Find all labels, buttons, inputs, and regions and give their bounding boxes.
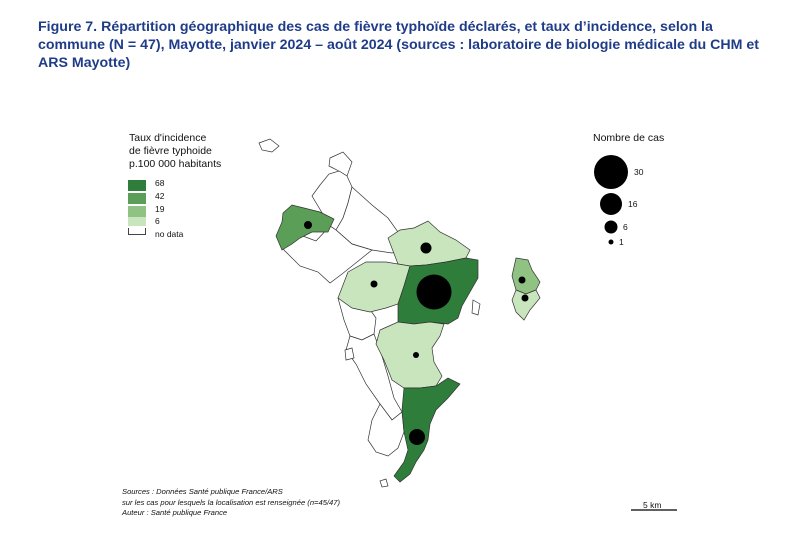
sources-line-3: Auteur : Santé publique France [122,508,228,517]
case-circles [304,221,529,445]
sources-line-2: sur les cas pour lesquels la localisatio… [122,497,341,507]
commune-south [393,377,461,483]
case-circle [420,242,432,254]
legend-label-68: 68 [155,178,165,188]
petite-terre-north [511,257,541,295]
legend-label-6: 6 [155,216,160,226]
size-legend-circle-16 [600,193,622,215]
legend-title-line-1: Taux d'incidence [129,132,207,144]
size-legend-circles [594,155,628,245]
sources-line-1: Sources : Données Santé publique France/… [122,487,283,496]
size-legend-circle-1 [608,239,614,245]
petite-terre-south [511,289,541,321]
scale-label: 5 km [643,500,662,510]
case-circle [518,276,526,284]
legend-swatch-19 [128,206,146,217]
legend-swatch-6 [128,217,146,226]
size-legend-label-16: 16 [628,199,638,209]
case-circle [413,352,419,358]
sources-note: Sources : Données Santé publique France/… [122,487,340,519]
size-legend-label-30: 30 [634,167,644,177]
legend-label-42: 42 [155,191,165,201]
size-legend-title: Nombre de cas [593,132,665,144]
legend-label-19: 19 [155,204,165,214]
figure-title: Figure 7. Répartition géographique des c… [38,19,760,71]
case-circle [370,280,378,288]
commune-east-islet [471,299,481,316]
case-circle [304,221,312,229]
commune-southwest [367,403,405,457]
legend-title-line-2: de fièvre typhoide [129,145,212,157]
legend-label-no-data: no data [155,229,184,239]
commune-north-tip [258,138,280,153]
case-circle [409,429,425,445]
commune-center-south [375,321,445,389]
case-circle [521,294,529,302]
size-legend-label-1: 1 [619,237,624,247]
legend-swatch-42 [128,193,146,204]
size-legend-circle-30 [594,155,628,189]
commune-northwest [277,225,373,284]
commune-west-islet [344,347,355,361]
size-legend-label-6: 6 [623,222,628,232]
legend-title-line-3: p.100 000 habitants [129,158,222,170]
legend-swatch-68 [128,180,146,191]
commune-south-islet [379,478,389,488]
size-legend-circle-6 [604,220,618,234]
legend-swatch-no-data [128,228,146,235]
case-circle [416,274,452,310]
